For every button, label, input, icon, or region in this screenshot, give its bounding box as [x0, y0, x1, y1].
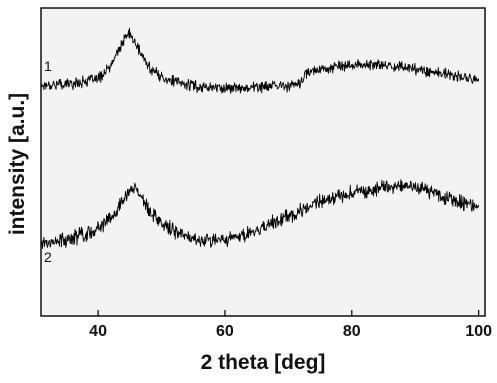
plot-frame — [40, 7, 486, 317]
x-tick-label-40: 40 — [89, 323, 107, 340]
series-label-1: 1 — [44, 58, 52, 74]
series-line-2 — [40, 179, 480, 250]
y-axis-label: intensity [a.u.] — [6, 93, 29, 235]
x-tick-label-60: 60 — [216, 323, 234, 340]
plot-area — [41, 8, 485, 316]
x-axis-label: 2 theta [deg] — [201, 351, 326, 374]
series-line-1 — [40, 27, 480, 94]
series-layer — [40, 27, 480, 250]
x-axis-ticks: 40 60 80 100 — [89, 310, 492, 340]
x-tick-label-100: 100 — [465, 323, 492, 340]
series-label-2: 2 — [44, 249, 52, 265]
x-tick-label-80: 80 — [343, 323, 361, 340]
